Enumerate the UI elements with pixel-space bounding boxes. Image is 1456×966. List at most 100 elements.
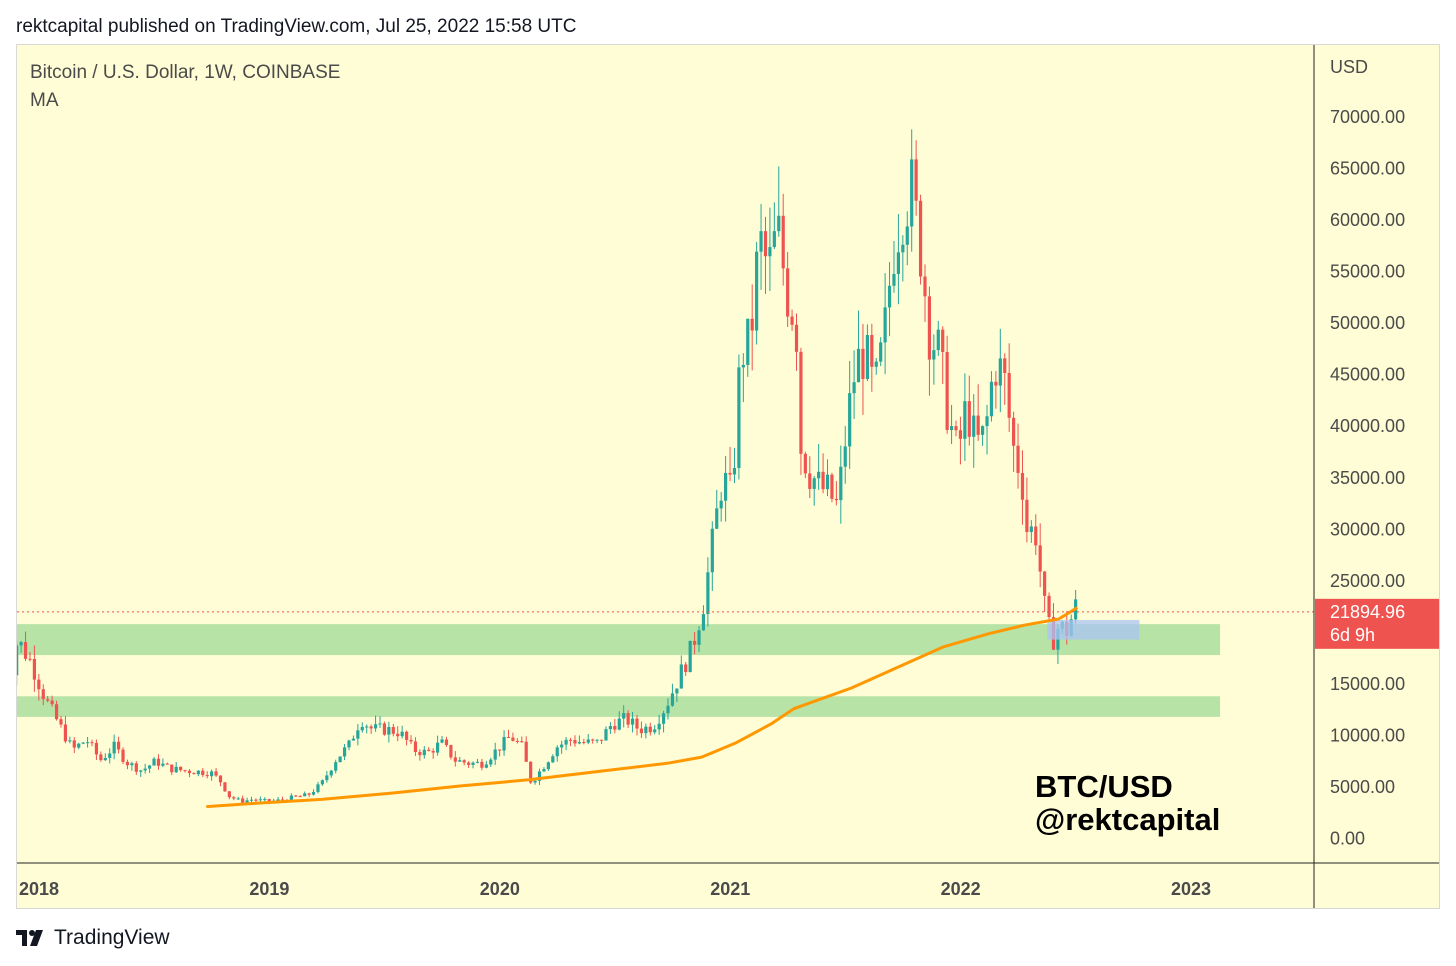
candle [130,761,134,771]
candle-body [524,741,528,762]
candle-body [653,729,657,733]
candle [794,313,799,371]
candle [546,761,550,771]
candle-body [418,752,422,756]
footer[interactable]: TradingView [16,926,170,950]
candle-body [896,252,901,274]
candle-body [201,770,205,776]
candle [879,337,883,367]
x-tick-label: 2022 [941,879,981,899]
candle-body [994,381,998,386]
candle [467,761,471,768]
candle [431,748,435,759]
candle [409,735,413,745]
candle [839,445,843,524]
candle [462,759,466,766]
candle-body [382,723,387,735]
y-tick-label: 25000.00 [1330,571,1405,591]
candle-body [892,273,896,286]
candle [537,768,542,786]
candle [848,360,852,469]
candle-body [551,756,555,763]
candle [967,375,971,446]
watermark-pair: BTC/USD [1035,769,1173,804]
candle-body [573,740,577,744]
candle [121,747,125,765]
candle [54,700,59,721]
candle-body [506,737,511,739]
candle [183,769,187,773]
candle-body [276,799,280,801]
candle-body [63,724,68,742]
candle [449,744,453,760]
candle [781,193,785,286]
candle [329,769,333,778]
candle [1047,592,1051,620]
candle [715,489,719,530]
candle-body [436,742,440,753]
candle [799,347,803,475]
candle-body [923,276,927,297]
candle-body [187,770,192,774]
candle-body [431,750,435,753]
candle-body [861,348,865,380]
candle [954,420,958,437]
candle-body [17,645,19,676]
candle [94,739,99,760]
candle-body [949,426,954,431]
candle-body [936,329,940,351]
candle-body [152,758,156,766]
candle-body [316,784,320,792]
candle-body [1003,358,1007,373]
y-tick-label: 0.00 [1330,829,1365,849]
candle-body [1043,571,1047,596]
candle [568,737,573,747]
candle [887,262,892,337]
candle [883,273,887,375]
candlestick-chart[interactable]: USD 70000.00 65000.00 60000.00 55000.00 50000… [17,45,1439,908]
candle-body [945,351,949,431]
candle-body [879,342,883,362]
candle-body [1007,372,1011,418]
candle-body [422,749,426,756]
candle [560,740,564,754]
candle-body [954,426,958,431]
candle-body [564,739,568,745]
candle-body [586,739,590,743]
candle-body [50,700,54,705]
candle [617,711,621,731]
candle [338,756,342,763]
candle [1007,343,1011,432]
candle [360,722,364,733]
y-tick-label: 50000.00 [1330,313,1405,333]
candle-body [724,472,728,501]
chart-frame[interactable]: USD 70000.00 65000.00 60000.00 55000.00 50000… [16,44,1440,909]
candle-body [555,747,559,757]
candle-body [626,713,630,725]
candle [630,712,635,733]
candle-body [409,739,413,742]
candle-body [692,640,697,645]
candle [161,758,165,768]
author-watermark: BTC/USD @rektcapital [1035,770,1220,836]
candle-body [471,762,475,765]
candle-body [214,771,218,776]
indicator-label[interactable]: MA [30,90,59,111]
candle [759,204,763,290]
candle [320,779,325,786]
candle-body [475,761,480,763]
candle-body [746,318,750,365]
x-tick-label: 2021 [710,879,750,899]
candle [901,235,905,282]
candle [591,738,595,744]
symbol-title[interactable]: Bitcoin / U.S. Dollar, 1W, COINBASE [30,62,341,83]
candle-body [812,478,816,489]
candle [710,521,714,591]
candle [750,284,754,371]
candle-body [870,335,874,367]
candle-body [976,415,980,435]
candle [768,207,772,291]
candle [81,741,85,745]
candle-body [781,215,785,269]
candle-body [706,572,710,615]
